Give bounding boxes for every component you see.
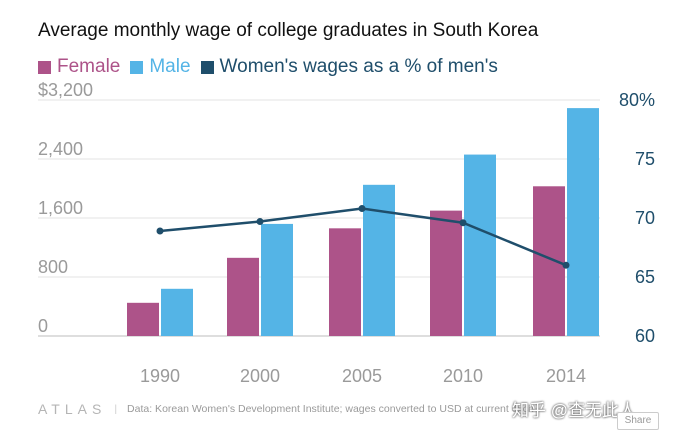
y-right-tick-label: 75 — [635, 149, 655, 169]
y-right-tick-label: 65 — [635, 267, 655, 287]
x-tick-label: 2005 — [342, 366, 382, 386]
share-button[interactable]: Share — [617, 412, 659, 430]
y-left-tick-label: 1,600 — [38, 198, 83, 218]
legend-label-ratio: Women's wages as a % of men's — [219, 56, 498, 77]
ratio-point — [358, 205, 366, 213]
y-right-tick-label: 60 — [635, 326, 655, 346]
source-separator: | — [114, 403, 118, 415]
chart-title: Average monthly wage of college graduate… — [38, 20, 539, 41]
legend-item-male: Male — [130, 56, 191, 78]
y-right-tick-label: 70 — [635, 208, 655, 228]
legend-item-ratio: Women's wages as a % of men's — [200, 56, 498, 78]
legend: Female Male Women's wages as a % of men'… — [38, 56, 508, 78]
bar-female — [329, 228, 361, 336]
x-tick-label: 2014 — [546, 366, 586, 386]
ratio-point — [156, 227, 164, 235]
bar-female — [533, 186, 565, 336]
y-left-tick-label: 0 — [38, 316, 48, 336]
legend-swatch-ratio — [200, 60, 214, 74]
bar-male — [567, 108, 599, 336]
y-left-tick-label: 2,400 — [38, 139, 83, 159]
bar-female — [430, 210, 462, 336]
source-text: Data: Korean Women's Development Institu… — [127, 403, 534, 415]
bar-male — [464, 154, 496, 336]
bar-female — [127, 302, 159, 336]
legend-swatch-male — [130, 60, 144, 74]
bar-male — [261, 223, 293, 336]
legend-swatch-female — [38, 60, 51, 74]
x-tick-label: 2000 — [240, 366, 280, 386]
y-right-tick-label: 80% — [619, 90, 655, 110]
legend-label-female: Female — [57, 56, 121, 77]
bar-male — [161, 288, 193, 336]
source-note: ATLAS | Data: Korean Women's Development… — [38, 401, 534, 417]
atlas-logo: ATLAS — [38, 401, 107, 417]
watermark: 知乎 @查无此人 — [512, 401, 636, 420]
legend-item-female: Female — [38, 56, 120, 78]
legend-label-male: Male — [149, 56, 191, 77]
ratio-point — [256, 218, 264, 226]
y-left-tick-label: $3,200 — [38, 80, 93, 100]
y-left-tick-label: 800 — [38, 257, 68, 277]
ratio-point — [459, 219, 467, 227]
x-tick-label: 1990 — [140, 366, 180, 386]
bar-female — [227, 257, 259, 336]
bar-male — [363, 184, 395, 336]
ratio-point — [562, 261, 570, 269]
x-tick-label: 2010 — [443, 366, 483, 386]
